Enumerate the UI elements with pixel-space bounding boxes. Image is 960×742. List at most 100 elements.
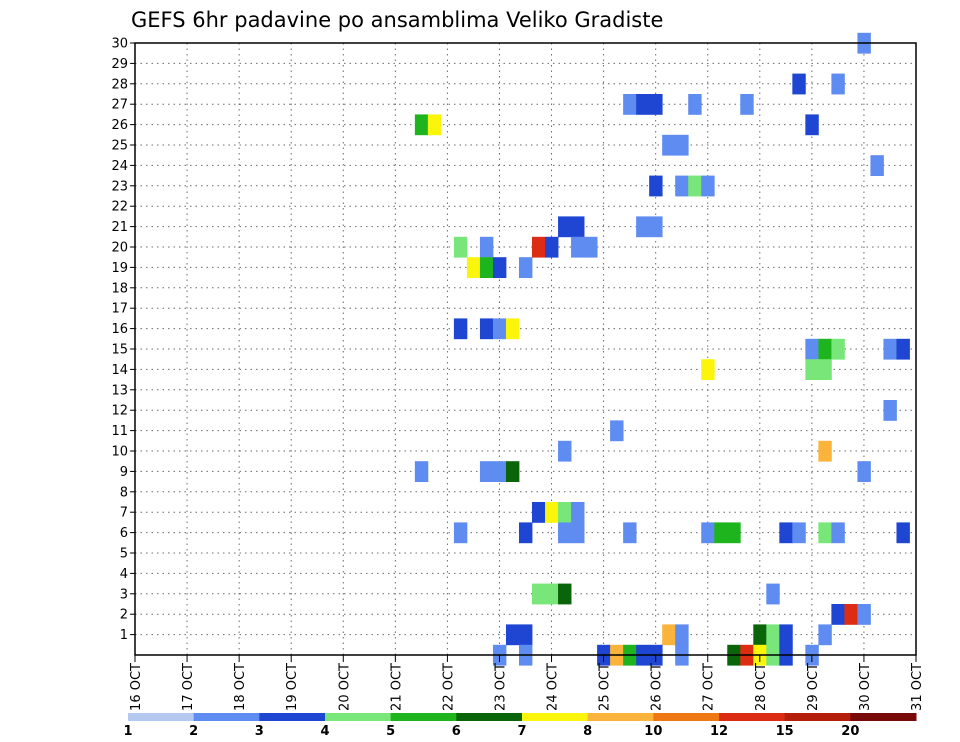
legend-swatch (784, 713, 851, 721)
precip-cell (688, 175, 702, 197)
y-tick-label: 22 (111, 200, 128, 215)
legend-swatch (719, 713, 786, 721)
x-tick-label: 29 OCT (806, 663, 821, 711)
y-tick-label: 10 (111, 445, 128, 460)
precip-cell (479, 461, 494, 482)
precip-cell (792, 73, 806, 95)
y-tick-label: 23 (111, 179, 128, 194)
precip-cell (649, 216, 663, 238)
precip-cell (584, 236, 598, 258)
y-tick-label: 13 (111, 383, 128, 398)
precip-cell (805, 114, 819, 136)
precip-cell (701, 359, 715, 380)
precip-cell (571, 216, 585, 238)
precip-cell (675, 624, 689, 646)
legend-swatch (522, 713, 589, 721)
precip-cell (766, 583, 780, 605)
x-tick-label: 30 OCT (858, 663, 873, 711)
precip-cell (492, 461, 507, 482)
legend-swatch (325, 713, 392, 721)
legend-label: 8 (583, 724, 592, 739)
precip-cell (831, 604, 845, 625)
x-tick-label: 25 OCT (598, 663, 613, 711)
precip-cell (805, 338, 819, 360)
precip-cell (688, 94, 702, 115)
precip-cell (740, 94, 754, 115)
legend-label: 1 (123, 724, 132, 739)
y-tick-label: 9 (120, 465, 128, 480)
precip-cell (558, 583, 572, 605)
precip-cell (883, 338, 897, 360)
precip-cell (545, 236, 559, 258)
precip-cell (818, 624, 832, 646)
precip-cell (532, 502, 546, 523)
precip-cell (753, 624, 767, 646)
precip-cell (479, 257, 494, 278)
grid-lines (135, 43, 916, 655)
x-tick-label: 27 OCT (702, 663, 717, 711)
y-tick-label: 17 (111, 302, 128, 317)
y-tick-label: 18 (111, 281, 128, 296)
precip-cells (414, 32, 910, 666)
precip-cell (545, 502, 559, 523)
precip-cell (466, 257, 481, 278)
y-tick-label: 8 (120, 485, 128, 500)
x-axis-ticks: 16 OCT 17 OCT 18 OCT 19 OCT 20 OCT 21 OCT 22 O… (129, 655, 925, 711)
precip-cell (532, 583, 546, 605)
precip-cell (479, 318, 494, 340)
precip-cell (623, 94, 637, 115)
x-tick-label: 17 OCT (181, 663, 196, 711)
y-tick-label: 4 (120, 567, 128, 582)
x-tick-label: 16 OCT (129, 663, 144, 711)
y-tick-label: 28 (111, 77, 128, 92)
precip-cell (857, 461, 871, 482)
precip-cell (701, 175, 715, 197)
x-tick-label: 31 OCT (910, 663, 925, 711)
y-tick-label: 25 (111, 139, 128, 154)
precip-cell (675, 134, 689, 156)
y-tick-label: 20 (111, 241, 128, 256)
y-tick-label: 2 (120, 608, 128, 623)
y-tick-label: 12 (111, 404, 128, 419)
precip-cell (883, 400, 897, 421)
precip-cell (831, 522, 845, 544)
legend-label: 15 (776, 724, 794, 739)
precip-cell (857, 604, 871, 625)
legend-label: 4 (320, 724, 329, 739)
precip-cell (492, 318, 507, 340)
y-tick-label: 27 (111, 98, 128, 113)
x-tick-label: 23 OCT (493, 663, 508, 711)
precip-cell (714, 522, 728, 544)
precip-cell (805, 359, 819, 380)
precip-cell (414, 114, 429, 136)
precip-cell (662, 134, 676, 156)
legend-swatch (259, 713, 326, 721)
precip-cell (610, 420, 624, 442)
legend-swatch (128, 713, 195, 721)
y-tick-label: 24 (111, 159, 128, 174)
y-tick-label: 19 (111, 261, 128, 276)
y-tick-label: 3 (120, 587, 128, 602)
precip-cell (831, 73, 845, 95)
precip-cell (792, 522, 806, 544)
precip-cell (779, 522, 793, 544)
y-tick-label: 29 (111, 57, 128, 72)
x-tick-label: 20 OCT (337, 663, 352, 711)
precip-cell (831, 338, 845, 360)
precip-cell (623, 522, 637, 544)
precip-cell (766, 624, 780, 646)
x-tick-label: 28 OCT (754, 663, 769, 711)
precip-cell (649, 94, 663, 115)
precip-cell (701, 522, 715, 544)
precip-cell (505, 318, 520, 340)
y-tick-label: 15 (111, 343, 128, 358)
precip-cell (727, 522, 741, 544)
precip-cell (558, 216, 572, 238)
precip-cell (518, 522, 533, 544)
precip-cell (453, 236, 468, 258)
legend-label: 12 (710, 724, 728, 739)
precip-cell (818, 338, 832, 360)
legend-swatch (193, 713, 260, 721)
x-tick-label: 22 OCT (441, 663, 456, 711)
